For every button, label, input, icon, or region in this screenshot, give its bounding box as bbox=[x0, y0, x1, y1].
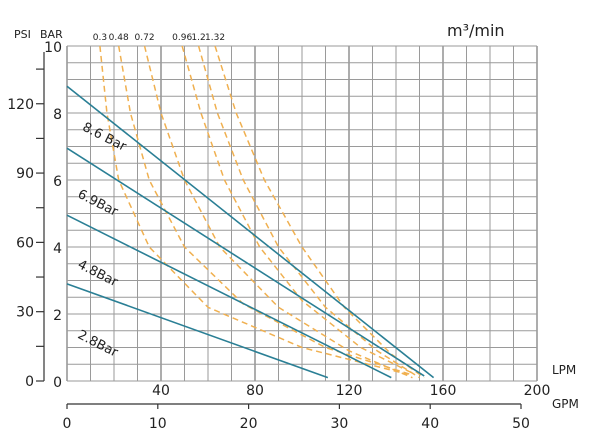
chart-title: m³/min bbox=[447, 21, 505, 40]
lpm-tick-label: 120 bbox=[336, 383, 363, 399]
lpm-axis-label: LPM bbox=[552, 363, 576, 377]
psi-axis-label: PSI bbox=[14, 28, 31, 41]
psi-tick-label: 120 bbox=[7, 97, 34, 113]
air-curve-0.72 bbox=[143, 45, 413, 379]
psi-tick-label: 90 bbox=[16, 166, 34, 182]
air-curve-1.2 bbox=[197, 45, 420, 379]
air-curve-label: 1.2 bbox=[191, 33, 205, 43]
axes: 0 2 4 6 8 10 0 30 60 90 120 40 80 120 160 200 0 10 20 30 40 5… bbox=[7, 40, 550, 432]
gpm-tick-label: 30 bbox=[330, 416, 348, 432]
air-curve-label: 0.96 bbox=[172, 33, 192, 43]
gpm-axis-label: GPM bbox=[552, 397, 579, 411]
air-curve-0.48 bbox=[117, 45, 411, 376]
psi-tick-label: 30 bbox=[16, 305, 34, 321]
pressure-curve bbox=[66, 214, 392, 379]
pressure-curve bbox=[66, 147, 425, 377]
air-curve-label: 0.72 bbox=[135, 33, 155, 43]
bar-tick-label: 4 bbox=[53, 241, 62, 257]
air-consumption-curves: 0.3 0.48 0.72 0.96 1.2 1.32 bbox=[93, 33, 425, 379]
pressure-curve bbox=[66, 283, 329, 379]
gpm-tick-label: 0 bbox=[63, 416, 72, 432]
pressure-curve bbox=[66, 85, 435, 379]
air-curve-label: 1.32 bbox=[205, 33, 225, 43]
bar-tick-label: 2 bbox=[53, 308, 62, 324]
gpm-tick-label: 50 bbox=[512, 416, 530, 432]
grid bbox=[66, 45, 538, 382]
air-curve-label: 0.48 bbox=[109, 33, 129, 43]
lpm-tick-label: 40 bbox=[152, 383, 170, 399]
bar-tick-label: 10 bbox=[44, 40, 62, 56]
psi-tick-label: 0 bbox=[25, 374, 34, 390]
bar-tick-label: 6 bbox=[53, 174, 62, 190]
bar-tick-label: 8 bbox=[53, 107, 62, 123]
pressure-curve-label: 8.6 Bar bbox=[80, 120, 129, 155]
air-curve-label: 0.3 bbox=[93, 33, 107, 43]
air-curve-0.3 bbox=[99, 45, 408, 376]
gpm-tick-label: 20 bbox=[240, 416, 258, 432]
bar-tick-label: 0 bbox=[53, 375, 62, 391]
lpm-tick-label: 80 bbox=[246, 383, 264, 399]
psi-tick-label: 60 bbox=[16, 235, 34, 251]
air-curve-0.96 bbox=[181, 45, 416, 375]
lpm-tick-label: 160 bbox=[430, 383, 457, 399]
air-curve-1.32 bbox=[214, 45, 425, 379]
gpm-tick-label: 40 bbox=[421, 416, 439, 432]
gpm-tick-label: 10 bbox=[149, 416, 167, 432]
lpm-tick-label: 200 bbox=[524, 383, 551, 399]
bar-axis-label: BAR bbox=[40, 28, 63, 41]
